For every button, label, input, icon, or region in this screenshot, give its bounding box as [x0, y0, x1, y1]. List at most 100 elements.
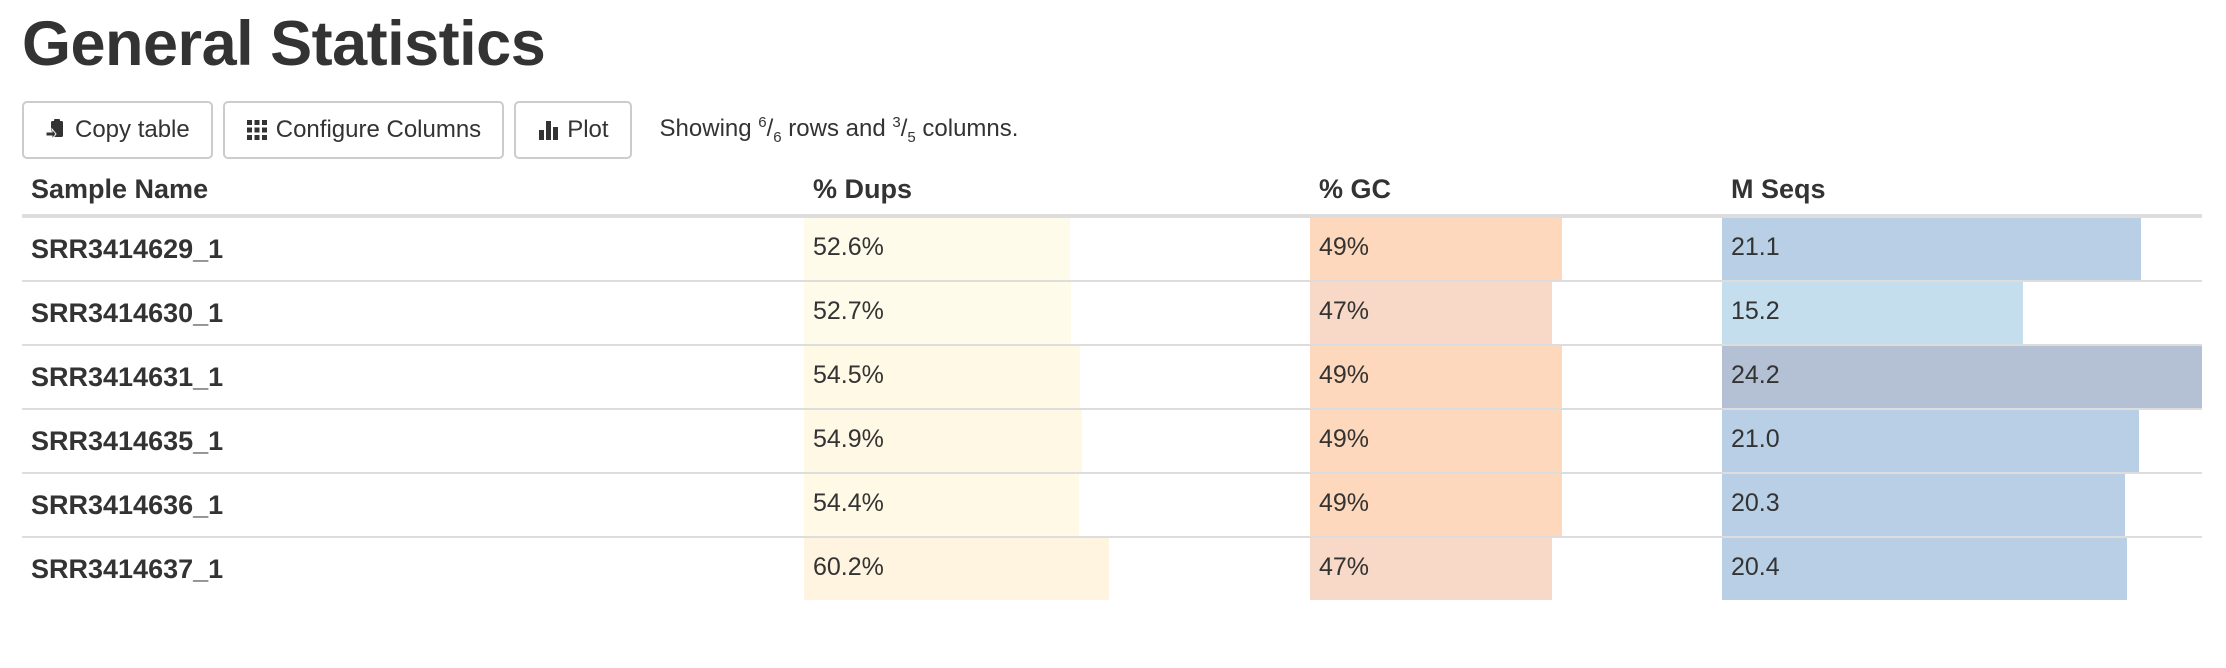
gc-bar: [1310, 346, 1562, 408]
gc-bar-wrap: 47%: [1310, 538, 1722, 600]
dups-bar: [804, 218, 1070, 280]
mseqs-bar: [1722, 282, 2023, 344]
mseqs-bar: [1722, 218, 2141, 280]
dups-cell: 52.7%: [804, 281, 1310, 346]
table-row: SRR3414631_1 54.5% 49% 24.2: [22, 345, 2202, 410]
gc-bar: [1310, 218, 1562, 280]
plot-label: Plot: [567, 116, 609, 143]
gc-value: 47%: [1319, 553, 1370, 581]
dups-cell: 52.6%: [804, 216, 1310, 282]
gc-bar-wrap: 49%: [1310, 474, 1722, 536]
gc-cell: 49%: [1310, 345, 1722, 410]
gc-bar: [1310, 410, 1562, 472]
gc-cell: 49%: [1310, 473, 1722, 538]
table-body: SRR3414629_1 52.6% 49% 21.1 SRR3414630_1 52.7…: [22, 216, 2202, 600]
dups-bar: [804, 410, 1082, 472]
dups-bar-wrap: 60.2%: [804, 538, 1310, 600]
plot-button[interactable]: Plot: [514, 101, 632, 159]
cols-total: 5: [907, 128, 916, 146]
dups-cell: 60.2%: [804, 537, 1310, 600]
mseqs-value: 24.2: [1731, 361, 1780, 389]
sample-name-cell: SRR3414631_1: [22, 345, 804, 410]
table-row: SRR3414635_1 54.9% 49% 21.0: [22, 409, 2202, 474]
table-status-text: Showing 6/6 rows and 3/5 columns.: [659, 114, 1019, 146]
mseqs-bar-wrap: 20.4: [1722, 538, 2202, 600]
gc-bar: [1310, 474, 1562, 536]
status-cols-word: columns.: [915, 115, 1019, 143]
mseqs-cell: 20.3: [1722, 473, 2202, 538]
copy-table-button[interactable]: Copy table: [22, 101, 213, 159]
gc-bar-wrap: 47%: [1310, 282, 1722, 344]
mseqs-value: 21.0: [1731, 425, 1780, 453]
mseqs-value: 20.3: [1731, 489, 1780, 517]
dups-bar: [804, 346, 1080, 408]
sample-name-cell: SRR3414635_1: [22, 409, 804, 474]
table-toolbar: Copy table Configure Columns: [22, 101, 1018, 159]
dups-bar: [804, 474, 1079, 536]
gc-value: 49%: [1319, 233, 1370, 261]
gc-value: 49%: [1319, 361, 1370, 389]
dups-bar: [804, 538, 1109, 600]
dups-bar-wrap: 54.9%: [804, 410, 1310, 472]
header-sample-name[interactable]: Sample Name: [22, 164, 804, 218]
mseqs-value: 21.1: [1731, 233, 1780, 261]
mseqs-cell: 21.0: [1722, 409, 2202, 474]
sample-name-cell: SRR3414636_1: [22, 473, 804, 538]
general-stats-table: Sample Name % Dups % GC M Seqs SRR341462…: [22, 164, 2202, 600]
cols-shown: 3: [892, 114, 901, 132]
mseqs-bar-wrap: 20.3: [1722, 474, 2202, 536]
dups-bar-wrap: 52.6%: [804, 218, 1310, 280]
gc-bar-wrap: 49%: [1310, 346, 1722, 408]
gc-cell: 47%: [1310, 537, 1722, 600]
configure-columns-button[interactable]: Configure Columns: [222, 101, 505, 159]
gc-bar: [1310, 282, 1552, 344]
header-dups[interactable]: % Dups: [804, 164, 1310, 218]
table-row: SRR3414629_1 52.6% 49% 21.1: [22, 216, 2202, 282]
dups-value: 54.5%: [813, 361, 884, 389]
header-gc[interactable]: % GC: [1310, 164, 1722, 218]
mseqs-bar-wrap: 21.0: [1722, 410, 2202, 472]
table-header-row: Sample Name % Dups % GC M Seqs: [22, 164, 2202, 218]
mseqs-value: 15.2: [1731, 297, 1780, 325]
gc-cell: 49%: [1310, 216, 1722, 282]
mseqs-bar-wrap: 15.2: [1722, 282, 2202, 344]
rows-total: 6: [773, 128, 782, 146]
copy-icon: [45, 118, 67, 142]
table-row: SRR3414637_1 60.2% 47% 20.4: [22, 537, 2202, 600]
dups-bar: [804, 282, 1071, 344]
gc-value: 49%: [1319, 425, 1370, 453]
dups-cell: 54.4%: [804, 473, 1310, 538]
mseqs-cell: 15.2: [1722, 281, 2202, 346]
table-row: SRR3414630_1 52.7% 47% 15.2: [22, 281, 2202, 346]
mseqs-bar: [1722, 538, 2127, 600]
dups-bar-wrap: 54.4%: [804, 474, 1310, 536]
rows-shown: 6: [758, 114, 767, 132]
mseqs-bar: [1722, 410, 2139, 472]
mseqs-cell: 21.1: [1722, 216, 2202, 282]
dups-value: 54.4%: [813, 489, 884, 517]
dups-bar-wrap: 52.7%: [804, 282, 1310, 344]
dups-value: 60.2%: [813, 553, 884, 581]
dups-cell: 54.5%: [804, 345, 1310, 410]
sample-name-cell: SRR3414637_1: [31, 553, 224, 584]
gc-bar-wrap: 49%: [1310, 218, 1722, 280]
page-title: General Statistics: [22, 9, 546, 79]
dups-value: 54.9%: [813, 425, 884, 453]
status-rows-word: rows and: [781, 115, 893, 143]
mseqs-value: 20.4: [1731, 553, 1780, 581]
mseqs-bar: [1722, 346, 2202, 408]
sample-name-cell: SRR3414630_1: [22, 281, 804, 346]
gc-value: 47%: [1319, 297, 1370, 325]
dups-bar-wrap: 54.5%: [804, 346, 1310, 408]
table-row: SRR3414636_1 54.4% 49% 20.3: [22, 473, 2202, 538]
mseqs-cell: 20.4: [1722, 537, 2202, 600]
sample-name-cell: SRR3414629_1: [22, 216, 804, 282]
gc-bar-wrap: 49%: [1310, 410, 1722, 472]
dups-value: 52.6%: [813, 233, 884, 261]
copy-table-label: Copy table: [75, 116, 190, 143]
mseqs-bar: [1722, 474, 2125, 536]
header-mseqs[interactable]: M Seqs: [1722, 164, 2202, 218]
gc-cell: 47%: [1310, 281, 1722, 346]
configure-columns-label: Configure Columns: [275, 116, 482, 143]
